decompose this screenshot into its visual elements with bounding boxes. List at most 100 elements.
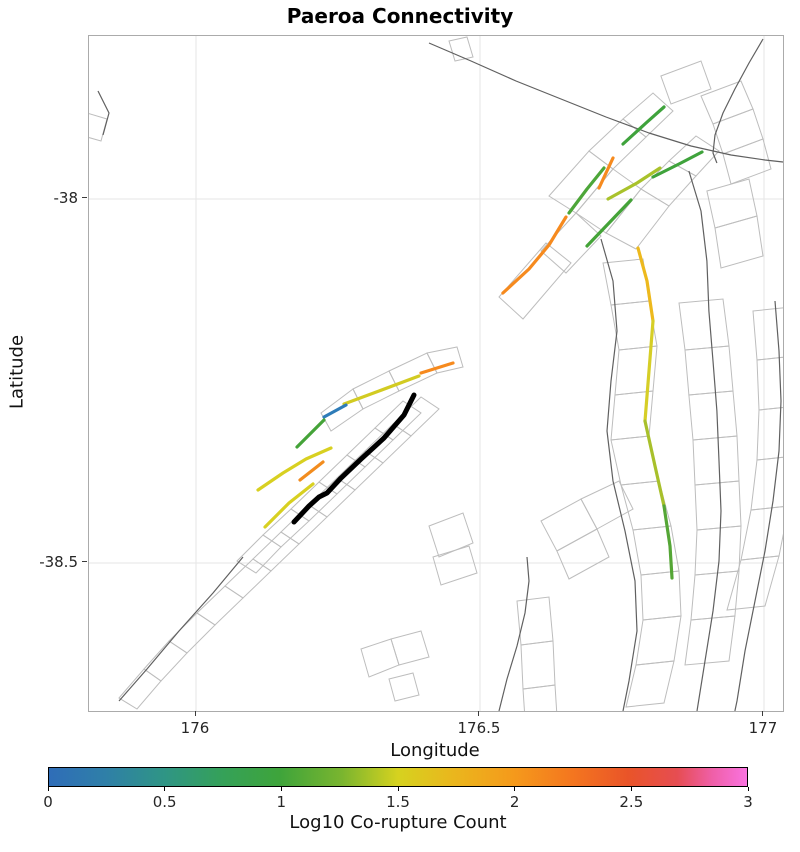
fault-surface-polygon — [756, 356, 783, 411]
fault-surface-polygon — [168, 612, 216, 654]
colorbar-tick-label: 0 — [43, 793, 53, 811]
colorbar-tick-mark — [164, 787, 166, 791]
fault-surface-polygon — [684, 345, 734, 396]
fault-surface-polygon — [426, 346, 464, 374]
boundary-line — [600, 238, 638, 711]
fault-surface-polygon — [522, 684, 558, 711]
x-tick-mark — [478, 711, 480, 716]
fault-surface-polygon — [605, 188, 670, 250]
boundary-line — [97, 90, 110, 136]
fault-surface-polygon — [498, 242, 572, 320]
fault-surface-polygon — [684, 615, 736, 666]
fault-surface-polygon — [678, 298, 730, 351]
fault-surface-polygon — [540, 498, 598, 552]
fault-surface-polygon — [722, 138, 772, 185]
fault-surface-polygon — [712, 108, 764, 155]
x-tick-label: 176.5 — [457, 719, 501, 737]
map-canvas — [89, 36, 783, 711]
y-tick-mark — [82, 561, 87, 563]
fault-surface-polygon — [360, 638, 400, 678]
colorbar-tick-label: 2.5 — [619, 793, 644, 811]
fault-surface-polygon — [625, 660, 675, 708]
fault-trace — [651, 150, 704, 179]
fault-surface-polygon — [610, 435, 660, 486]
x-tick-mark — [194, 711, 196, 716]
fault-surface-polygon — [390, 630, 430, 666]
fault-surface-polygon — [640, 570, 682, 621]
fault-surface-polygon — [388, 672, 420, 702]
colorbar — [48, 767, 748, 787]
fault-surface-polygon — [750, 456, 783, 511]
fault-surface-polygon — [694, 480, 742, 531]
boundary-line — [734, 300, 782, 711]
fault-surface-polygon — [392, 396, 440, 437]
colorbar-tick-mark — [514, 787, 516, 791]
x-tick-mark — [762, 711, 764, 716]
fault-trace — [256, 446, 333, 492]
fault-trace — [263, 482, 315, 529]
boundary-line — [428, 42, 783, 163]
fault-trace — [298, 460, 325, 482]
y-axis-label: Latitude — [6, 334, 28, 410]
fault-surface-polygon — [688, 390, 738, 441]
colorbar-tick-label: 0.5 — [152, 793, 177, 811]
fault-trace — [342, 374, 421, 406]
fault-surface-polygon — [740, 506, 783, 561]
fault-surface-polygon — [432, 545, 478, 586]
fault-surface-polygon — [196, 585, 244, 626]
colorbar-tick-mark — [397, 787, 399, 791]
fault-surface-polygon — [756, 406, 783, 461]
fault-surface-polygon — [516, 596, 554, 646]
boundary-line — [688, 170, 722, 711]
y-tick-mark — [82, 197, 87, 199]
fault-trace — [606, 166, 662, 201]
fault-trace — [419, 361, 455, 375]
fault-surface-polygon — [726, 555, 780, 611]
fault-trace — [636, 246, 655, 323]
colorbar-tick-mark — [280, 787, 282, 791]
boundary-line — [712, 38, 764, 164]
x-axis-label: Longitude — [390, 740, 480, 761]
fault-surface-polygon — [660, 60, 712, 105]
fault-trace — [322, 403, 348, 419]
fault-surface-polygon — [700, 80, 754, 125]
colorbar-tick-mark — [747, 787, 749, 791]
colorbar-tick-label: 3 — [743, 793, 753, 811]
fault-surface-polygon — [635, 615, 682, 666]
colorbar-tick-label: 2 — [509, 793, 520, 811]
fault-trace — [567, 166, 606, 215]
x-tick-label: 177 — [748, 719, 778, 737]
fault-trace — [621, 105, 666, 146]
fault-trace — [501, 215, 568, 295]
fault-surface-polygon — [89, 113, 108, 142]
fault-surface-polygon — [752, 307, 783, 361]
boundary-line — [118, 556, 244, 702]
y-tick-label: -38 — [53, 188, 79, 207]
colorbar-tick-label: 1 — [276, 793, 287, 811]
fault-surface-polygon — [540, 212, 602, 274]
fault-trace — [643, 319, 655, 423]
y-tick-label: -38.5 — [39, 552, 78, 571]
fault-surface-polygon — [706, 178, 758, 229]
fault-surface-polygon — [580, 480, 634, 530]
chart-title: Paeroa Connectivity — [286, 4, 514, 28]
fault-trace — [585, 198, 633, 248]
colorbar-tick-mark — [630, 787, 632, 791]
fault-surface-polygon — [556, 528, 610, 580]
fault-surface-polygon — [118, 668, 162, 710]
colorbar-tick-mark — [47, 787, 49, 791]
fault-surface-polygon — [714, 215, 764, 269]
fault-surface-polygon — [622, 92, 674, 138]
fault-trace — [597, 156, 615, 190]
fault-surface-polygon — [692, 435, 740, 486]
fault-surface-polygon — [448, 36, 474, 62]
boundary-line — [498, 556, 530, 711]
fault-trace — [662, 504, 674, 580]
highlight-fault-paeroa — [291, 392, 417, 525]
fault-surface-polygon — [520, 640, 556, 690]
x-tick-label: 176 — [180, 719, 210, 737]
fault-trace — [643, 419, 666, 508]
fault-trace — [295, 418, 326, 449]
plot-area — [88, 35, 784, 712]
